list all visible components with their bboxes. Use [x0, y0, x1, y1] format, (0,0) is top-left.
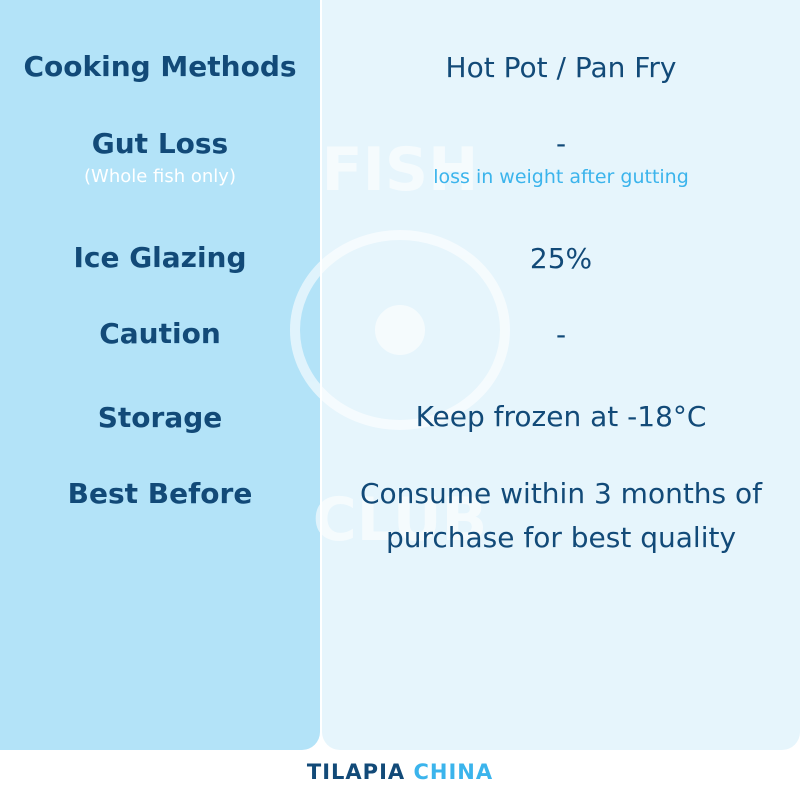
row-value: Consume within 3 months of purchase for … — [359, 477, 763, 554]
watermark: FISH CLUB — [290, 135, 510, 555]
row-value: - — [555, 318, 567, 351]
row-label: Storage — [97, 401, 223, 434]
label-column — [0, 0, 320, 750]
row-value: Hot Pot / Pan Fry — [445, 51, 677, 84]
row-sublabel: (Whole fish only) — [84, 166, 236, 187]
watermark-bottom: CLUB — [313, 485, 488, 555]
row-label: Caution — [99, 317, 221, 350]
row-label: Ice Glazing — [73, 241, 247, 274]
row-value: - — [555, 127, 567, 160]
brand-accent: CHINA — [413, 760, 494, 784]
row-label: Gut Loss — [91, 127, 229, 160]
value-column — [322, 0, 800, 750]
row-value: 25% — [529, 242, 593, 275]
row-value: Keep frozen at -18°C — [415, 400, 707, 433]
footer: TILAPIA CHINA — [0, 760, 800, 784]
watermark-top: FISH — [322, 135, 479, 205]
row-label: Best Before — [67, 477, 253, 510]
brand: TILAPIA — [306, 760, 406, 784]
row-subvalue: loss in weight after gutting — [433, 166, 689, 188]
row-label: Cooking Methods — [23, 50, 297, 83]
